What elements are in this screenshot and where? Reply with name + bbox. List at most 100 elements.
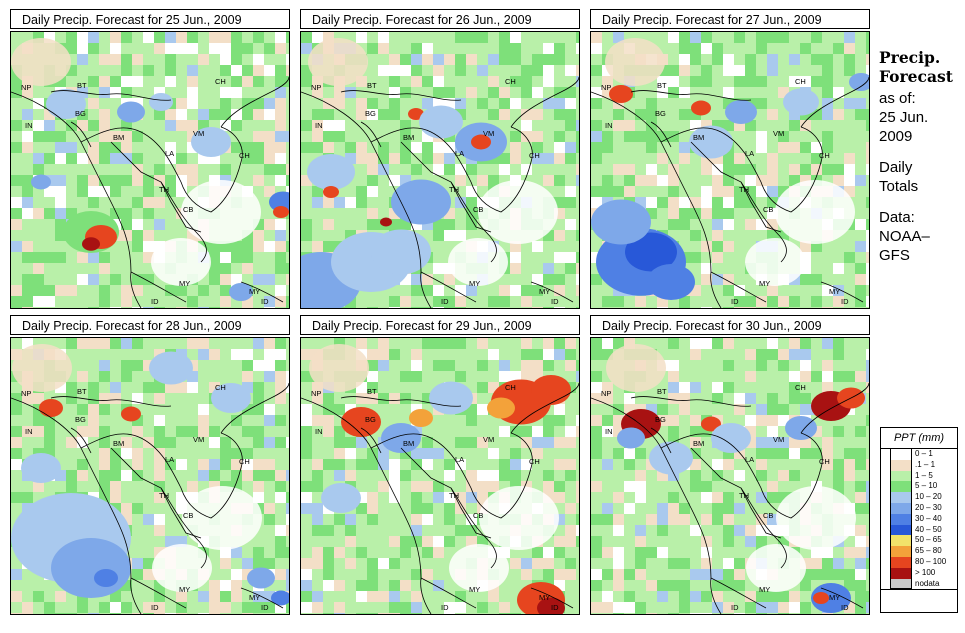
country-label: IN: [605, 427, 613, 436]
legend-label: 50 – 65: [915, 535, 942, 545]
legend-title: PPT (mm): [893, 432, 945, 444]
panel-title: Daily Precip. Forecast for 26 Jun., 2009: [300, 9, 580, 29]
country-label: VM: [193, 129, 204, 138]
country-label: ID: [841, 603, 849, 612]
country-label: CH: [215, 77, 226, 86]
country-label: IN: [605, 121, 613, 130]
country-label: NP: [21, 389, 31, 398]
legend-item: 80 – 100: [881, 556, 957, 568]
precip-map: NP BT BG IN BM CH VM LA TH CB CH MY MY ID ID: [10, 31, 290, 309]
precip-map: NP BT BG IN BM CH VM LA TH CB CH MY MY ID ID: [300, 337, 580, 615]
country-label: ID: [261, 603, 269, 612]
country-label: CH: [529, 457, 540, 466]
country-label: TH: [159, 185, 169, 194]
country-label: BT: [77, 81, 87, 90]
asof-line3: 2009: [879, 128, 913, 145]
country-label: CH: [239, 151, 250, 160]
country-label: IN: [25, 121, 33, 130]
country-label: CH: [215, 383, 226, 392]
legend-swatch: [890, 470, 912, 482]
country-label: CH: [795, 77, 806, 86]
data-source-line2: NOAA–: [879, 228, 930, 245]
country-label: LA: [165, 455, 174, 464]
legend-swatch: [890, 578, 912, 590]
country-label: ID: [841, 297, 849, 306]
country-label: VM: [483, 129, 494, 138]
country-label: ID: [441, 603, 449, 612]
country-label: BM: [693, 133, 704, 142]
country-label: TH: [449, 185, 459, 194]
legend-item: 5 – 10: [881, 481, 957, 493]
country-label: ID: [441, 297, 449, 306]
asof-line1: as of:: [879, 90, 916, 107]
country-label: IN: [25, 427, 33, 436]
country-label: MY: [759, 585, 770, 594]
totals-line1: Daily: [879, 159, 913, 176]
legend-swatch: [890, 567, 912, 579]
country-label: MY: [249, 593, 260, 602]
sidebar-info: Precip. Forecast as of: 25 Jun. 2009 Dai…: [879, 48, 965, 265]
country-label: CB: [183, 205, 193, 214]
data-source-line3: GFS: [879, 247, 910, 264]
country-label: CH: [529, 151, 540, 160]
country-label: BG: [75, 415, 86, 424]
legend-item: 50 – 65: [881, 535, 957, 547]
country-label: ID: [151, 297, 159, 306]
country-label: ID: [731, 297, 739, 306]
legend-item: 30 – 40: [881, 513, 957, 525]
legend-label: 20 – 30: [915, 502, 942, 512]
country-label: CH: [819, 457, 830, 466]
country-label: MY: [829, 593, 840, 602]
legend-item: 65 – 80: [881, 546, 957, 557]
country-label: BG: [655, 415, 666, 424]
panel-title: Daily Precip. Forecast for 25 Jun., 2009: [10, 9, 290, 29]
country-label: CB: [763, 511, 773, 520]
legend-item: 20 – 30: [881, 502, 957, 514]
legend-label: nodata: [915, 578, 940, 588]
country-label: NP: [601, 83, 611, 92]
sidebar-title-line1: Precip.: [879, 48, 941, 67]
precip-map: NP BT BG IN BM CH VM LA TH CB CH MY MY ID ID: [590, 337, 870, 615]
country-label: CB: [763, 205, 773, 214]
country-label: ID: [551, 603, 559, 612]
data-source-line1: Data:: [879, 209, 915, 226]
country-label: BT: [77, 387, 87, 396]
country-label: CB: [473, 511, 483, 520]
country-label: LA: [745, 455, 754, 464]
legend-label: 5 – 10: [915, 481, 938, 491]
legend-item: nodata: [881, 578, 957, 590]
country-label: CH: [505, 77, 516, 86]
country-label: BG: [365, 415, 376, 424]
legend-swatch: [890, 535, 912, 547]
legend-swatch: [890, 492, 912, 503]
country-label: LA: [165, 149, 174, 158]
panel-title: Daily Precip. Forecast for 28 Jun., 2009: [10, 315, 290, 335]
legend-swatch: [890, 481, 912, 493]
country-label: MY: [759, 279, 770, 288]
country-label: LA: [455, 455, 464, 464]
country-label: VM: [773, 129, 784, 138]
country-label: BG: [365, 109, 376, 118]
country-label: MY: [469, 279, 480, 288]
legend-swatch: [890, 459, 912, 471]
country-label: CH: [505, 383, 516, 392]
country-label: BM: [693, 439, 704, 448]
country-label: NP: [311, 83, 321, 92]
legend-label: 30 – 40: [915, 513, 942, 523]
panel-title: Daily Precip. Forecast for 30 Jun., 2009: [590, 315, 870, 335]
country-label: BT: [657, 81, 667, 90]
country-label: MY: [829, 287, 840, 296]
country-label: TH: [159, 491, 169, 500]
country-label: BG: [75, 109, 86, 118]
country-label: MY: [179, 585, 190, 594]
country-label: CH: [795, 383, 806, 392]
country-label: MY: [539, 593, 550, 602]
legend-label: 65 – 80: [915, 546, 942, 556]
country-label: MY: [539, 287, 550, 296]
totals-line2: Totals: [879, 178, 919, 195]
legend-swatch: [890, 449, 912, 460]
country-label: CH: [819, 151, 830, 160]
country-label: NP: [311, 389, 321, 398]
country-label: LA: [455, 149, 464, 158]
country-label: LA: [745, 149, 754, 158]
